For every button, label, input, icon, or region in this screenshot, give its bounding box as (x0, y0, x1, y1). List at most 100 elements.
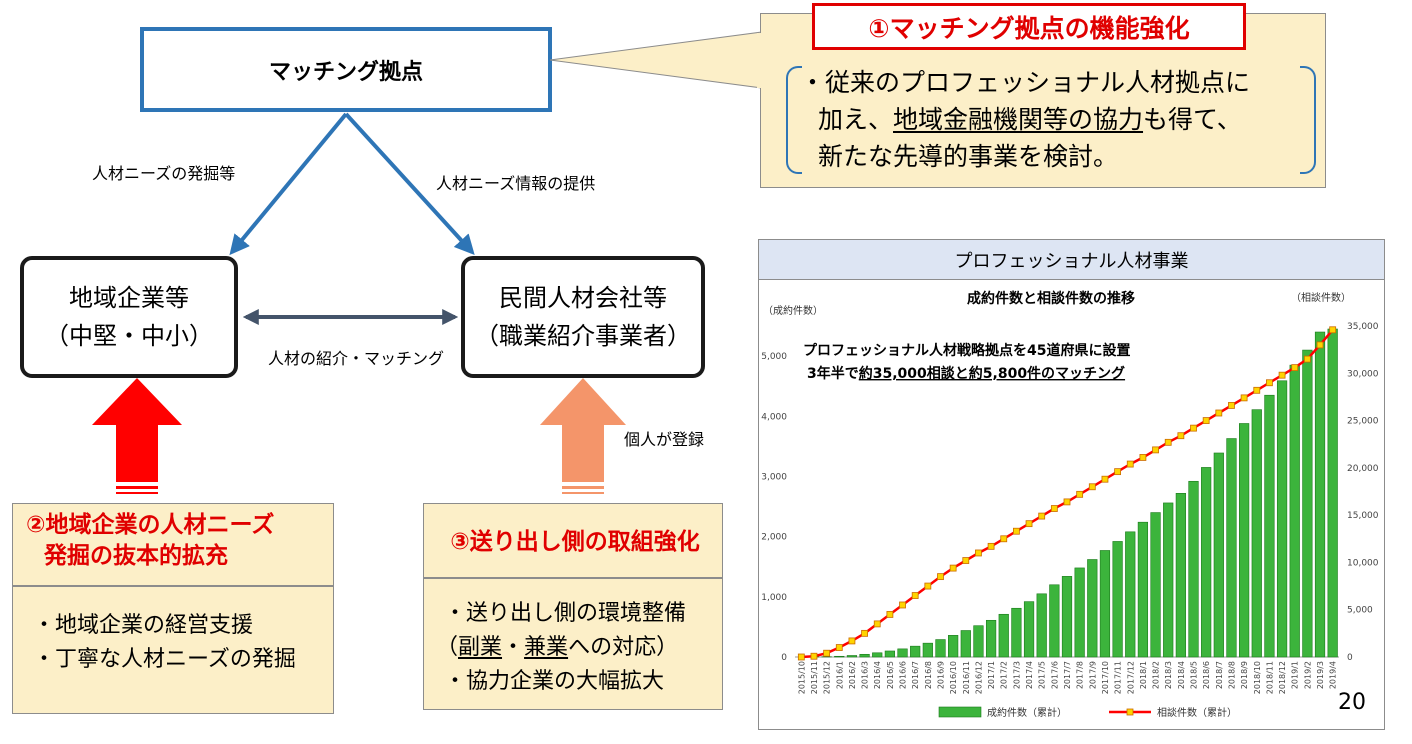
bar (935, 639, 946, 658)
line-point (975, 549, 982, 557)
legend-label-bar: 成約件数（累計） (987, 706, 1067, 719)
x-tick-label: 2018/10 (1253, 661, 1262, 694)
bar (1201, 467, 1212, 658)
x-tick-label: 2016/10 (949, 661, 958, 694)
y-axis-label-right: （相談件数） (1291, 291, 1351, 304)
line-point (873, 620, 881, 628)
x-tick-label: 2017/2 (1000, 661, 1009, 689)
x-tick-label: 2019/3 (1316, 661, 1325, 689)
panel3-item2-mid: ・ (502, 635, 525, 660)
callout-line3: 新たな先導的事業を検討。 (818, 142, 1119, 171)
bracket-right (1300, 66, 1316, 174)
line-point (1152, 446, 1159, 454)
bar (884, 650, 895, 658)
matching-hub-box: マッチング拠点 (140, 27, 552, 112)
y-tick-right: 35,000 (1347, 322, 1379, 332)
line-point (1278, 371, 1286, 379)
x-tick-label: 2019/2 (1303, 661, 1312, 689)
line-point (1164, 438, 1172, 446)
bar (960, 630, 971, 658)
page-number: 20 (1338, 690, 1366, 715)
x-tick-label: 2018/6 (1202, 661, 1211, 689)
panel2-title-line1: ②地域企業の人材ニーズ (26, 512, 275, 538)
y-tick-left: 3,000 (761, 472, 787, 482)
panel3-item2-u2: 兼業 (524, 635, 569, 660)
line-point (1114, 468, 1122, 476)
bar (1099, 550, 1111, 658)
x-tick-label: 2017/5 (1038, 661, 1047, 689)
private-line2: （職業紹介事業者） (475, 322, 691, 350)
chart-header-text: プロフェッショナル人材事業 (954, 250, 1189, 272)
line-point (1050, 505, 1058, 512)
line-point (886, 611, 894, 618)
bar (1125, 531, 1136, 658)
x-tick-label: 2017/6 (1050, 661, 1059, 689)
bar (1061, 576, 1073, 658)
x-tick-label: 2017/1 (987, 661, 996, 689)
x-tick-label: 2018/3 (1164, 661, 1173, 689)
callout-pointer (550, 31, 763, 89)
chart-annotation-line1: プロフェッショナル人材戦略拠点を45道府県に設置 (803, 342, 1130, 359)
x-tick-label: 2018/7 (1215, 661, 1224, 689)
bar (1251, 409, 1262, 658)
y-tick-right: 15,000 (1347, 511, 1379, 521)
panel2-title: ②地域企業の人材ニーズ 発掘の抜本的拡充 (26, 510, 274, 572)
bar (846, 655, 858, 658)
line-point (899, 601, 906, 609)
line-point (1025, 520, 1033, 528)
y-tick-right: 0 (1347, 653, 1353, 663)
y-tick-right: 10,000 (1347, 558, 1379, 568)
y-tick-right: 30,000 (1347, 369, 1379, 379)
arrow-hub-to-regional (229, 112, 348, 256)
panel3-item2-pre: （ (436, 635, 459, 660)
line-point (797, 653, 805, 661)
callout-line1: ・従来のプロフェッショナル人材拠点に (800, 68, 1251, 97)
panel3-item2-u1: 副業 (458, 635, 503, 660)
bar (834, 655, 845, 658)
line-point (1177, 432, 1185, 440)
line-point (1329, 326, 1337, 334)
y-tick-left: 0 (781, 653, 787, 663)
chart: 成約件数と相談件数の推移 （成約件数） （相談件数） 0 1,000 2,000 3,000… (761, 290, 1379, 719)
bar (859, 653, 870, 658)
line-point (924, 582, 932, 590)
bar (897, 648, 908, 658)
legend-swatch-marker (1126, 708, 1134, 716)
x-tick-label: 2018/1 (1139, 661, 1148, 689)
callout-body: ・従来のプロフェッショナル人材拠点に 加え、地域金融機関等の協力も得て、 新たな… (790, 64, 1300, 176)
y-tick-right: 5,000 (1347, 606, 1373, 616)
line-point (1139, 454, 1147, 461)
bar (1302, 349, 1313, 658)
panel3-item2-post: への対応） (568, 635, 679, 660)
line-point (848, 637, 856, 645)
bar (1188, 480, 1199, 658)
line-point (1012, 527, 1020, 535)
bar (1049, 584, 1060, 658)
matching-hub-label: マッチング拠点 (268, 59, 423, 85)
callout-title: ①マッチング拠点の機能強化 (812, 3, 1246, 50)
bar (1137, 521, 1149, 658)
line-point (1000, 535, 1008, 543)
x-tick-label: 2019/4 (1329, 661, 1338, 689)
x-tick-label: 2018/5 (1190, 661, 1199, 689)
line-point (1126, 460, 1134, 468)
legend-swatch-bar (938, 706, 982, 718)
line-point (1253, 386, 1261, 394)
x-tick-label: 2017/8 (1076, 661, 1085, 689)
x-tick-label: 2016/12 (974, 661, 983, 694)
line-point (987, 542, 995, 550)
y-tick-left: 4,000 (761, 412, 787, 422)
edge-label-middle: 人材の紹介・マッチング (268, 349, 445, 368)
line-point (937, 573, 944, 581)
bar (1226, 438, 1237, 658)
y-tick-left: 1,000 (761, 593, 787, 603)
line-point (1240, 394, 1248, 402)
arrow-hub-to-private (344, 112, 475, 255)
bar (1023, 601, 1035, 658)
regional-line2: （中堅・中小） (45, 322, 213, 350)
bracket-left (786, 66, 802, 174)
callout-line2-underlined: 地域金融機関等の協力 (893, 105, 1144, 134)
bar (910, 645, 921, 658)
line-point (1076, 490, 1084, 498)
y-axis-label-left: （成約件数） (763, 304, 823, 317)
